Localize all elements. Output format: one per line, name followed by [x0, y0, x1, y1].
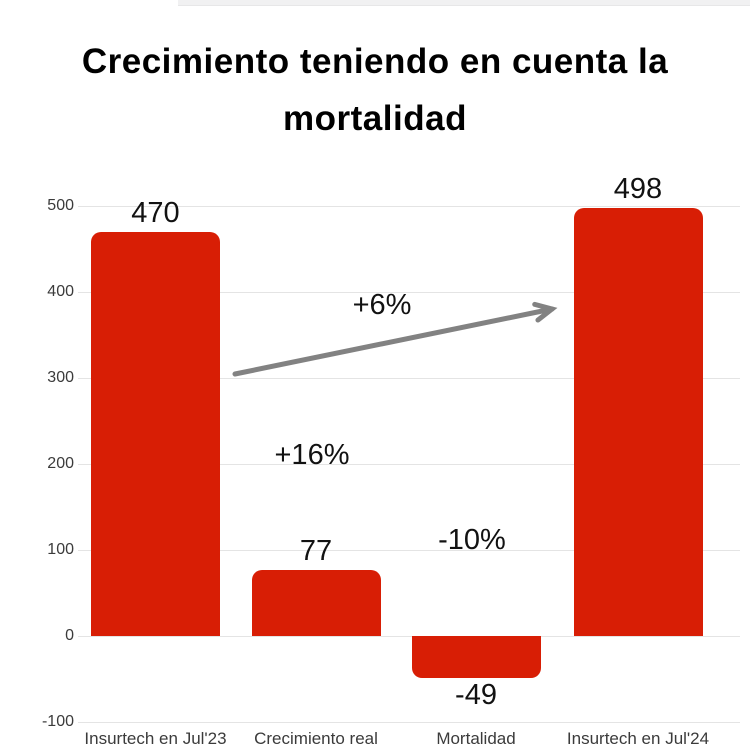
bar [573, 207, 703, 636]
bar [411, 636, 541, 679]
bar-value-label: 77 [299, 534, 333, 567]
gridline [78, 721, 740, 723]
x-axis-label: Mortalidad [436, 729, 516, 748]
y-axis-tick-label: 200 [47, 455, 74, 472]
y-axis-tick-label: 100 [47, 541, 74, 558]
y-axis-tick-label: -100 [41, 713, 74, 730]
y-axis-tick-label: 400 [47, 283, 74, 300]
bar [251, 569, 381, 636]
y-axis-tick-label: 300 [47, 369, 74, 386]
x-axis-label: Insurtech en Jul'24 [566, 729, 710, 748]
gridline [78, 635, 740, 637]
window-top-strip [178, 0, 750, 6]
y-axis-tick-label: 500 [47, 197, 74, 214]
x-axis-label: Insurtech en Jul'23 [84, 729, 227, 748]
annotation-label: +16% [274, 439, 350, 471]
gridline [78, 205, 740, 207]
bar [91, 231, 220, 636]
x-axis-label: Crecimiento real [254, 729, 378, 748]
bar-value-label: 470 [131, 196, 180, 229]
bar-value-label: -49 [455, 679, 497, 712]
gridline [78, 463, 740, 465]
gridline [78, 549, 740, 551]
annotation-label: -10% [438, 524, 506, 556]
bar-value-label: 498 [613, 172, 663, 205]
annotation-label: +6% [352, 289, 412, 321]
gridline [78, 291, 740, 293]
gridline [78, 377, 740, 379]
y-axis-tick-label: 0 [65, 627, 74, 644]
page-title: Crecimiento teniendo en cuenta la mortal… [81, 42, 669, 138]
